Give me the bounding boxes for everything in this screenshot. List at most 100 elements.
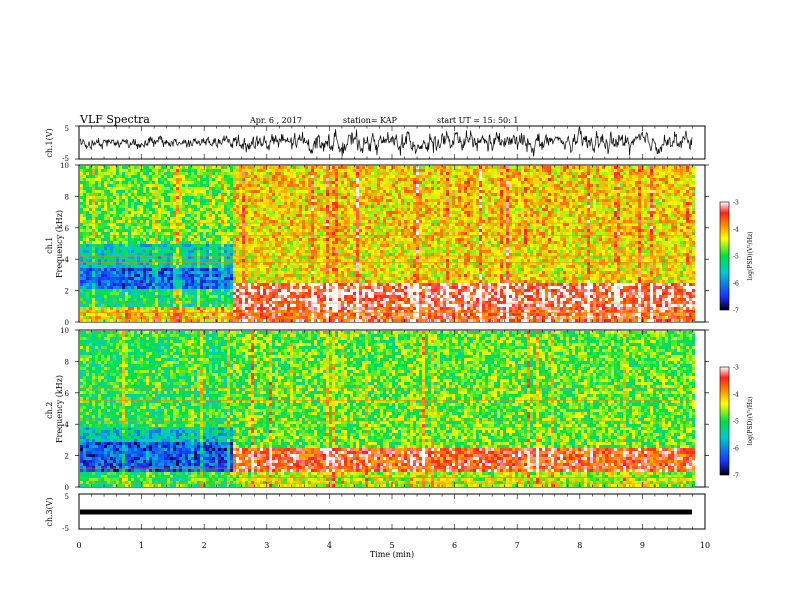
spectrogram-cell [134,271,137,274]
spectrogram-cell [116,277,119,280]
spectrogram-cell [104,235,107,238]
spectrogram-cell [218,286,221,289]
spectrogram-cell [299,319,302,322]
spectrogram-cell [242,232,245,235]
spectrogram-cell [107,238,110,241]
spectrogram-cell [326,241,329,244]
spectrogram-cell [95,175,98,178]
spectrogram-cell [119,226,122,229]
spectrogram-cell [179,217,182,220]
spectrogram-cell [287,265,290,268]
spectrogram-cell [191,175,194,178]
spectrogram-cell [119,289,122,292]
spectrogram-cell [257,274,260,277]
spectrogram-cell [284,301,287,304]
spectrogram-cell [254,295,257,298]
spectrogram-cell [227,235,230,238]
spectrogram-cell [191,232,194,235]
spectrogram-cell [329,184,332,187]
spectrogram-cell [125,310,128,313]
spectrogram-cell [296,166,299,169]
spectrogram-cell [89,307,92,310]
spectrogram-cell [107,235,110,238]
spectrogram-cell [134,286,137,289]
spectrogram-cell [335,283,338,286]
spectrogram-cell [263,265,266,268]
ch1-waveform-ticks [75,125,706,160]
spectrogram-cell [299,178,302,181]
spectrogram-cell [104,268,107,271]
spectrogram-cell [347,211,350,214]
spectrogram-cell [104,205,107,208]
spectrogram-cell [254,310,257,313]
spectrogram-cell [203,196,206,199]
spectrogram-cell [155,205,158,208]
spectrogram-cell [278,226,281,229]
spectrogram-cell [98,262,101,265]
spectrogram-cell [149,223,152,226]
spectrogram-cell [164,214,167,217]
spectrogram-cell [338,253,341,256]
spectrogram-cell [224,310,227,313]
spectrogram-cell [227,313,230,316]
spectrogram-cell [260,253,263,256]
spectrogram-cell [110,199,113,202]
spectrogram-cell [281,250,284,253]
spectrogram-cell [167,220,170,223]
spectrogram-cell [302,238,305,241]
spectrogram-cell [146,238,149,241]
spectrogram-cell [131,283,134,286]
spectrogram-cell [80,202,83,205]
spectrogram-cell [179,208,182,211]
spectrogram-cell [242,187,245,190]
spectrogram-cell [332,319,335,322]
spectrogram-cell [125,319,128,322]
spectrogram-cell [239,253,242,256]
spectrogram-cell [164,184,167,187]
spectrogram-cell [212,235,215,238]
spectrogram-cell [137,319,140,322]
spectrogram-cell [302,262,305,265]
spectrogram-cell [125,172,128,175]
spectrogram-cell [215,292,218,295]
spectrogram-cell [281,307,284,310]
spectrogram-cell [293,193,296,196]
spectrogram-cell [137,289,140,292]
spectrogram-cell [158,166,161,169]
spectrogram-cell [230,313,233,316]
spectrogram-cell [209,247,212,250]
spectrogram-cell [122,214,125,217]
spectrogram-cell [149,316,152,319]
spectrogram-cell [299,295,302,298]
spectrogram-cell [227,292,230,295]
spectrogram-cell [215,205,218,208]
spectrogram-cell [227,205,230,208]
spectrogram-cell [188,241,191,244]
spectrogram-cell [113,313,116,316]
spectrogram-cell [152,223,155,226]
spectrogram-cell [242,193,245,196]
spectrogram-cell [218,298,221,301]
spectrogram-cell [122,196,125,199]
spectrogram-cell [356,196,359,199]
spectrogram-cell [260,259,263,262]
spectrogram-cell [311,199,314,202]
spectrogram-cell [92,208,95,211]
spectrogram-cell [227,283,230,286]
spectrogram-cell [308,313,311,316]
spectrogram-cell [185,241,188,244]
spectrogram-cell [236,244,239,247]
spectrogram-cell [266,319,269,322]
spectrogram-cell [305,262,308,265]
spectrogram-cell [236,175,239,178]
spectrogram-cell [137,283,140,286]
spectrogram-cell [143,199,146,202]
spectrogram-cell [272,184,275,187]
spectrogram-cell [254,280,257,283]
spectrogram-cell [251,235,254,238]
spectrogram-cell [134,169,137,172]
spectrogram-cell [152,208,155,211]
spectrogram-cell [95,274,98,277]
spectrogram-cell [125,229,128,232]
spectrogram-cell [152,307,155,310]
